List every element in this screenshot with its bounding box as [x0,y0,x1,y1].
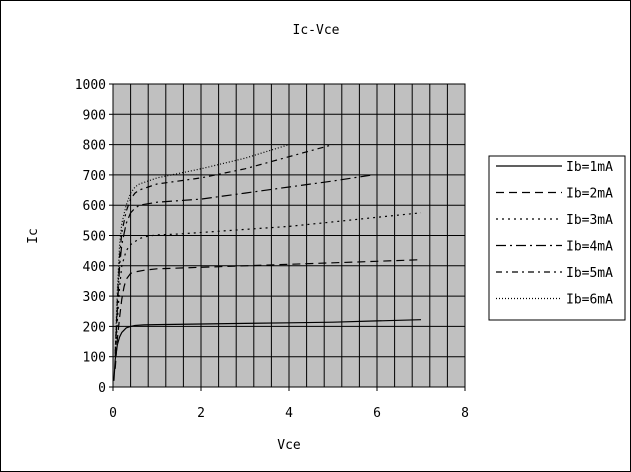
y-tick-label: 700 [83,169,106,184]
series-line-3 [114,212,422,363]
legend: Ib=1mA Ib=2mA Ib=3mA Ib=4mA Ib=5mA Ib=6mA [488,155,626,321]
y-tick-label: 600 [83,199,106,214]
legend-label: Ib=4mA [566,240,613,255]
series-layer [113,144,422,381]
series-line-2 [114,259,422,369]
y-tick-label: 500 [83,230,106,245]
y-tick-label: 900 [83,108,106,123]
y-tick-label: 400 [83,260,106,275]
y-tick-label: 1000 [75,78,106,93]
y-tick-label: 800 [83,139,106,154]
x-tick-label: 2 [197,406,205,421]
legend-label: Ib=3mA [566,213,613,228]
y-tick-label: 300 [83,290,106,305]
x-tick-label: 0 [109,406,117,421]
x-axis-label: Vce [277,438,301,453]
legend-label: Ib=5mA [566,266,613,281]
series-line-1 [113,319,422,381]
series-line-6 [114,144,290,351]
legend-label: Ib=1mA [566,160,613,175]
y-axis-label: Ic [26,228,41,244]
chart-title: Ic-Vce [293,23,340,38]
legend-label: Ib=6mA [566,293,613,308]
legend-box [488,155,626,321]
y-tick-label: 200 [83,320,106,335]
legend-label: Ib=2mA [566,187,613,202]
grid-lines [113,84,465,387]
x-tick-label: 4 [285,406,293,421]
series-line-5 [114,144,334,354]
y-tick-label: 0 [98,381,106,396]
x-tick-label: 8 [461,406,469,421]
x-axis-ticks: 0 2 4 6 8 [109,387,469,421]
y-tick-label: 100 [83,351,106,366]
x-tick-label: 6 [373,406,381,421]
y-axis-ticks: 0 100 200 300 400 500 600 700 800 900 1000 [75,78,113,396]
